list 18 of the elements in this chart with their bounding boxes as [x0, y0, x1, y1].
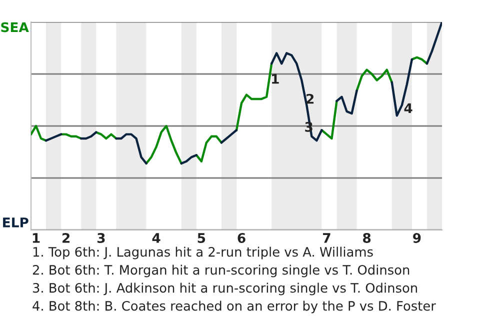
x-tick-label: 4: [152, 233, 160, 243]
text: ELP: [3, 218, 28, 228]
text: 4. Bot 8th: B. Coates reached on an error by the P vs D. Foster: [32, 300, 436, 314]
annotation: 2: [306, 94, 314, 104]
x-tick-label: 6: [238, 233, 246, 243]
x-tick-label: 3: [97, 233, 105, 243]
x-tick-label: 2: [62, 233, 70, 243]
text: 1. Top 6th: J. Lagunas hit a 2-run triple vs A. Williams: [33, 246, 373, 260]
x-tick-label: 7: [323, 233, 330, 243]
x-tick-label: 8: [363, 233, 371, 243]
x-tick-label: 1: [32, 233, 40, 243]
annotation: 4: [404, 103, 412, 113]
text: SEA: [1, 22, 29, 32]
annotation: 1: [272, 74, 279, 84]
x-tick-label: 5: [198, 233, 206, 243]
x-tick-label: 9: [413, 233, 421, 243]
text: 2. Bot 6th: T. Morgan hit a run-scoring single vs T. Odinson: [32, 264, 410, 278]
text: 3. Bot 6th: J. Adkinson hit a run-scoring single vs T. Odinson: [32, 282, 417, 296]
